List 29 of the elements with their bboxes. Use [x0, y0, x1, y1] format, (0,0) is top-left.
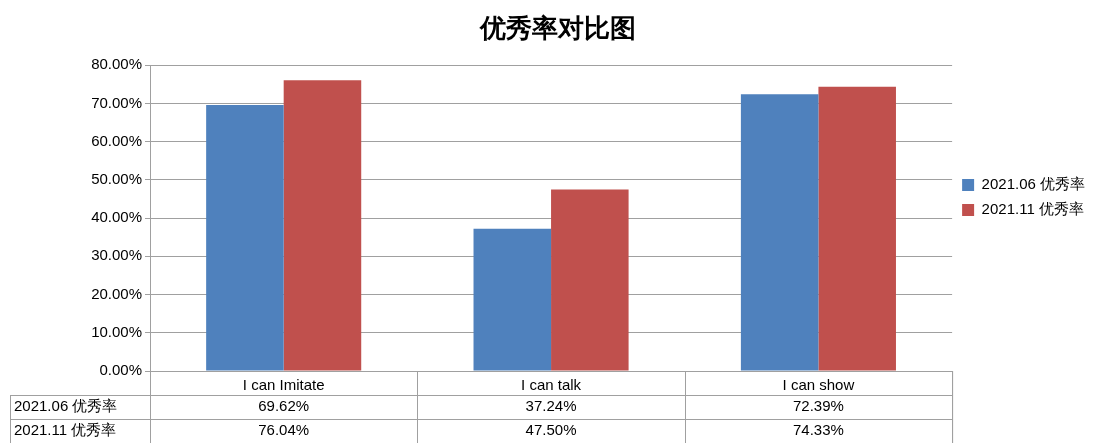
legend-label: 2021.11 优秀率 — [981, 200, 1084, 218]
bar — [551, 189, 629, 371]
x-tick-label: I can Imitate — [242, 376, 325, 394]
data-label: 47.50% — [525, 421, 577, 439]
bar — [473, 228, 552, 371]
bar — [283, 80, 362, 371]
y-tick-label: 20.00% — [91, 284, 142, 302]
bar — [206, 104, 284, 371]
y-tick-label: 60.00% — [91, 131, 142, 149]
text: 2021.11 优秀率 — [14, 421, 117, 439]
bar — [740, 94, 819, 371]
chart-title: 优秀率对比图 — [478, 12, 636, 43]
data-label: 72.39% — [792, 397, 844, 415]
y-tick-label: 30.00% — [91, 246, 142, 264]
data-label: 74.33% — [792, 421, 844, 439]
y-tick-label: 10.00% — [91, 322, 142, 340]
data-label: 76.04% — [258, 421, 310, 439]
legend-label: 2021.06 优秀率 — [981, 175, 1085, 193]
y-tick-label: 0.00% — [99, 361, 142, 379]
x-tick-label: I can talk — [521, 376, 582, 394]
bar — [818, 86, 896, 371]
data-label: 69.62% — [258, 397, 310, 415]
text: 2021.06 优秀率 — [14, 397, 118, 415]
y-tick-label: 50.00% — [91, 170, 142, 188]
y-tick-label: 70.00% — [91, 93, 142, 111]
y-tick-label: 80.00% — [91, 55, 142, 73]
data-label: 37.24% — [525, 397, 577, 415]
y-tick-label: 40.00% — [91, 208, 142, 226]
x-tick-label: I can show — [782, 376, 855, 394]
